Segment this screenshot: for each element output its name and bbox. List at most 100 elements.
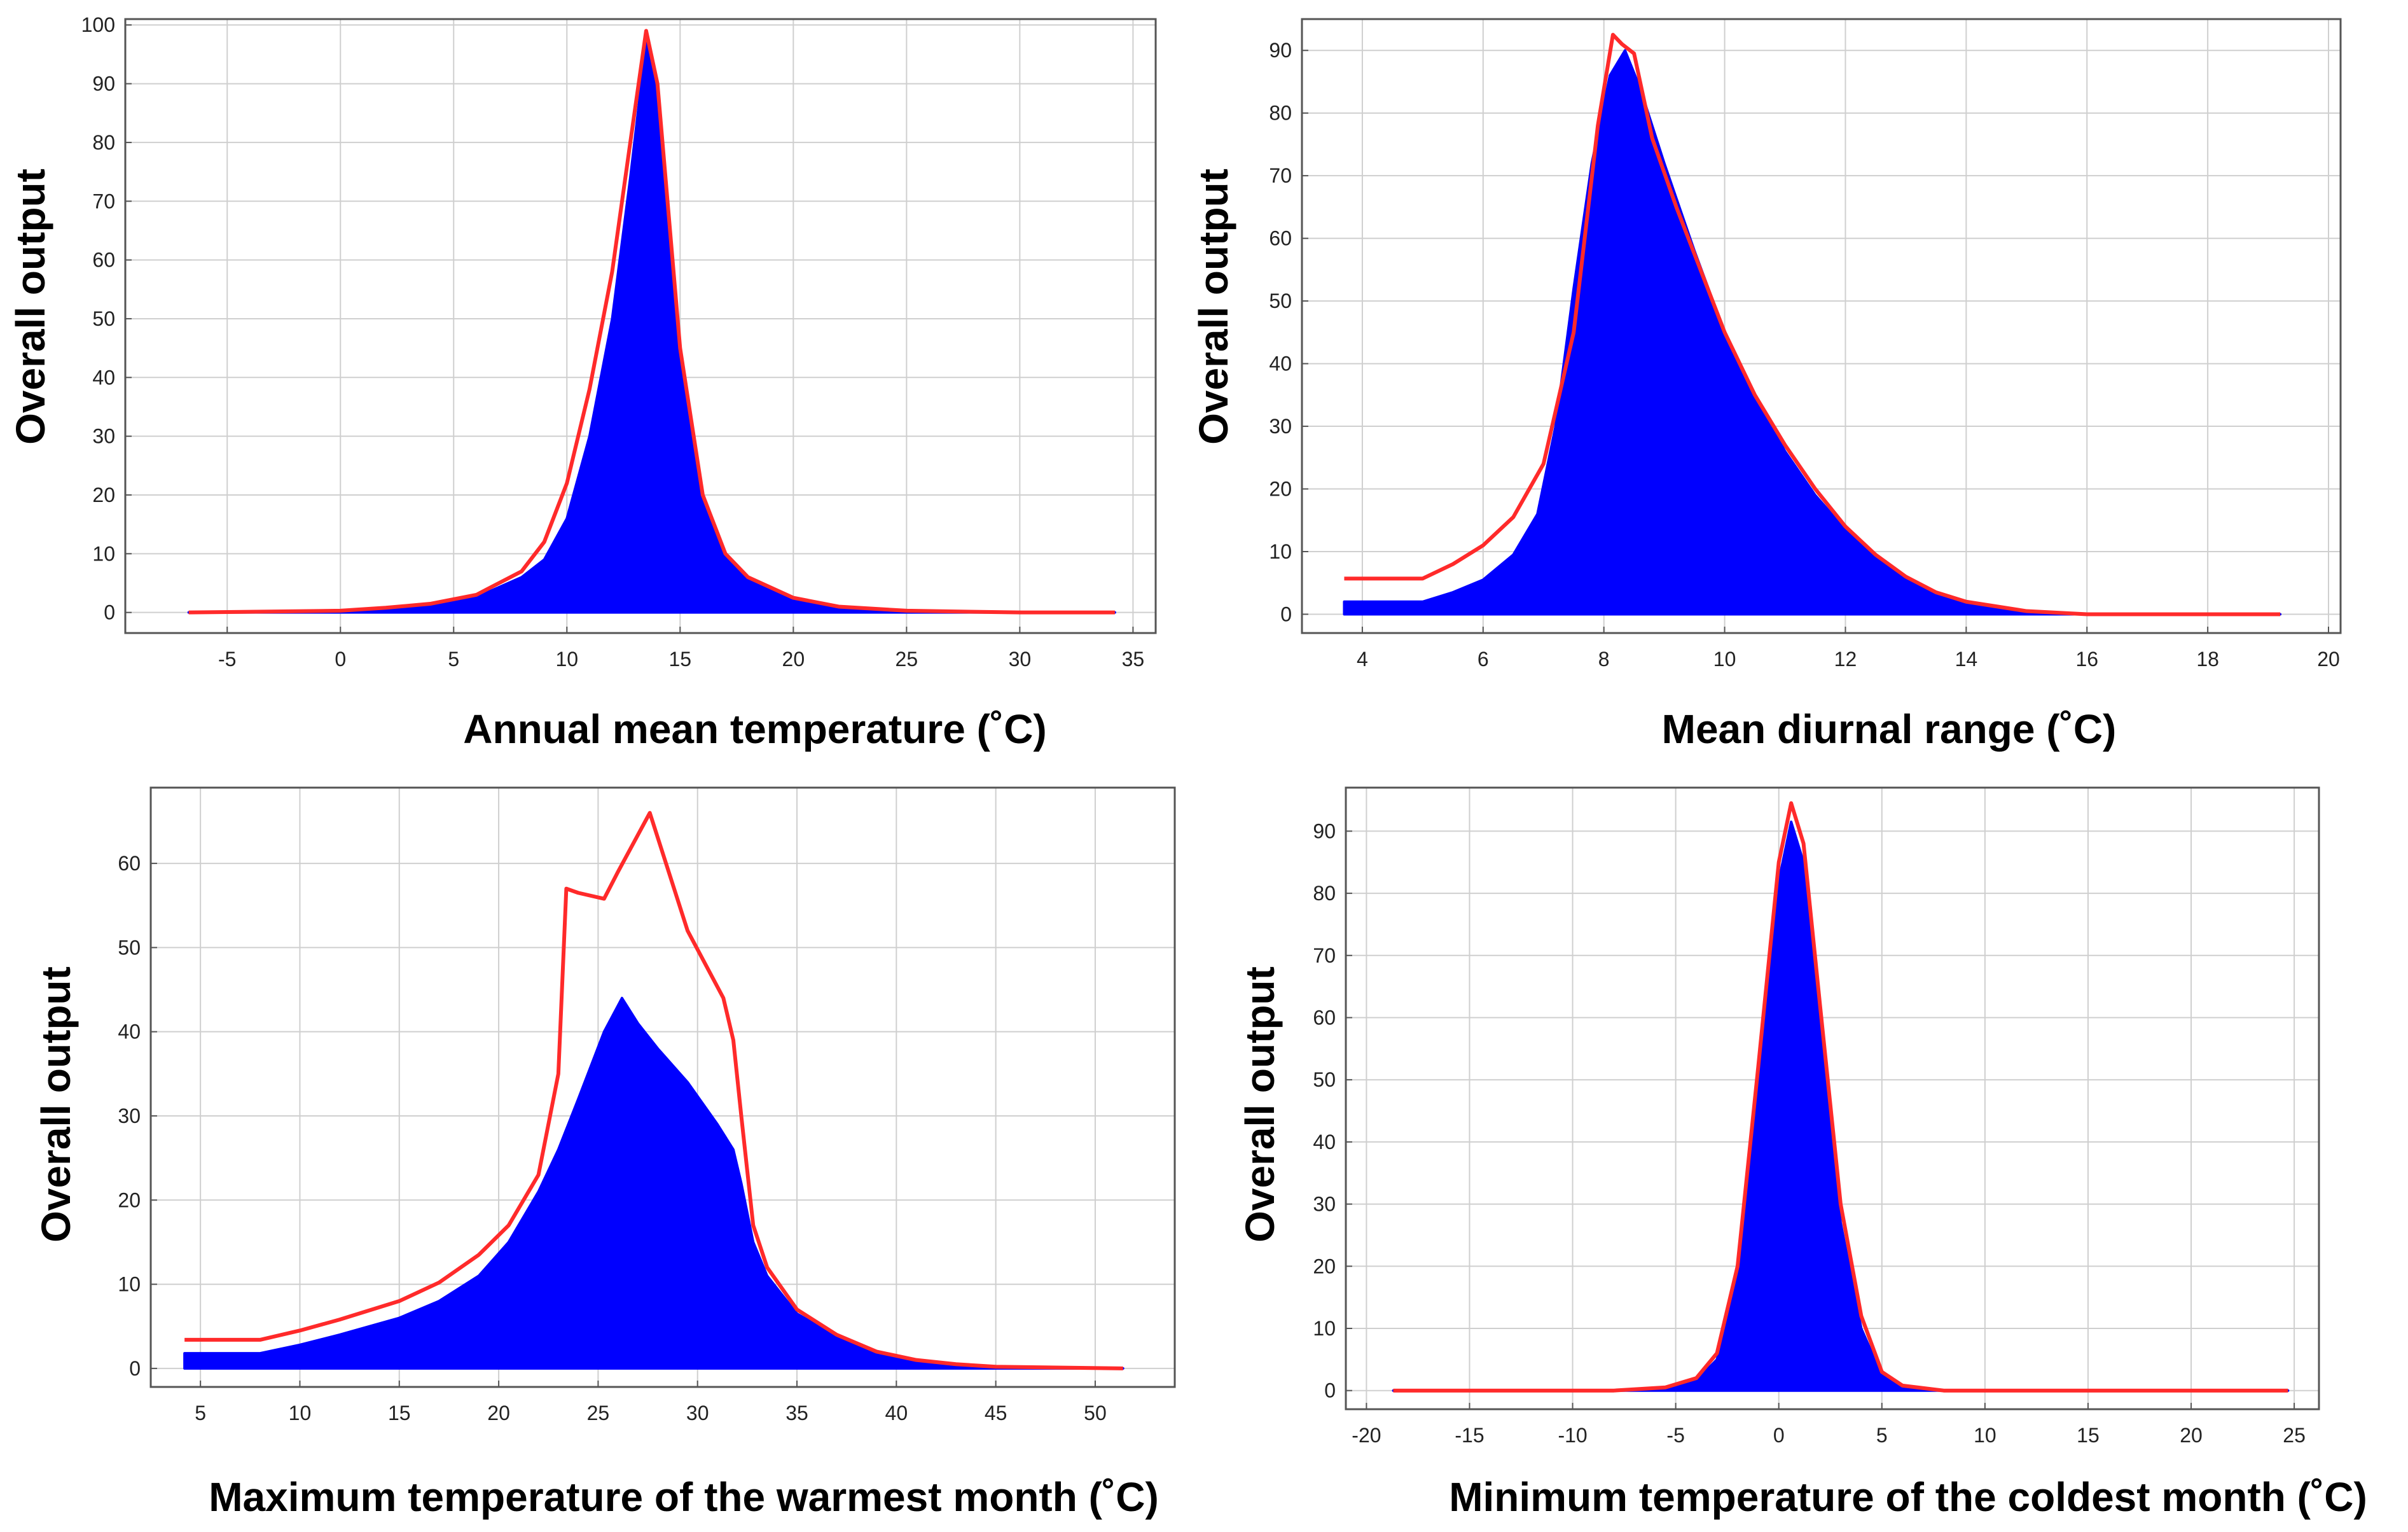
- y-tick-label: 90: [1313, 819, 1336, 842]
- x-tick-label: -5: [218, 648, 236, 671]
- series-upper-envelope-line: [188, 29, 1115, 615]
- y-tick-label: 30: [118, 1104, 141, 1127]
- y-tick-label: 10: [118, 1273, 141, 1296]
- x-axis-title: Mean diurnal range (˚C): [1662, 706, 2117, 752]
- plot-frame: [1345, 786, 2320, 1410]
- x-tick-label: 5: [448, 648, 459, 671]
- chart-panel-1: -5 0 5 10 15 20 25 30 35 0 10 20 30 40 50 60 70 80 90 100 An…: [8, 13, 1157, 752]
- plot-frame: [124, 18, 1157, 634]
- y-tick-label: 70: [92, 190, 115, 212]
- y-tick-label: 80: [92, 131, 115, 154]
- y-tick-label: 0: [129, 1357, 141, 1380]
- x-tick-label: 16: [2075, 648, 2098, 671]
- x-axis-title: Annual mean temperature (˚C): [463, 706, 1046, 752]
- x-tick-label: 12: [1834, 648, 1857, 671]
- y-tick-label: 0: [1280, 602, 1292, 625]
- x-tick-label: 25: [2283, 1424, 2306, 1447]
- y-tick-label: 0: [1324, 1379, 1336, 1402]
- x-tick-label: 30: [686, 1402, 709, 1424]
- y-tick-label: 10: [1269, 540, 1292, 563]
- chart-panel-4: -20 -15 -10 -5 0 5 10 15 20 25 0 10 20 30 40 50 60 70 80 90…: [1237, 786, 2367, 1520]
- x-tick-label: -20: [1352, 1424, 1381, 1447]
- y-tick-label: 30: [1313, 1193, 1336, 1216]
- y-tick-label: 70: [1269, 164, 1292, 187]
- y-tick-label: 30: [92, 425, 115, 448]
- y-tick-label: 0: [104, 601, 115, 624]
- x-tick-label: 35: [785, 1402, 808, 1424]
- x-tick-label: 18: [2196, 648, 2219, 671]
- plot-frame: [1301, 18, 2342, 634]
- x-tick-label: 5: [1876, 1424, 1888, 1447]
- y-tick-label: 30: [1269, 415, 1292, 438]
- y-tick-label: 20: [118, 1188, 141, 1211]
- x-axis-title: Maximum temperature of the warmest month…: [209, 1474, 1159, 1520]
- y-tick-label: 40: [92, 366, 115, 389]
- y-axis-title: Overall output: [33, 966, 79, 1243]
- series-upper-envelope-line: [1344, 32, 2281, 616]
- x-tick-label: 25: [896, 648, 918, 671]
- y-tick-label: 40: [1269, 352, 1292, 375]
- y-tick-label: 50: [118, 936, 141, 959]
- y-tick-label: 60: [92, 249, 115, 272]
- x-tick-label: -15: [1455, 1424, 1484, 1447]
- y-tick-label: 70: [1313, 944, 1336, 967]
- y-tick-label: 10: [92, 542, 115, 565]
- x-tick-label: 15: [388, 1402, 411, 1424]
- y-axis-title: Overall output: [1191, 169, 1236, 445]
- x-tick-label: 40: [885, 1402, 908, 1424]
- x-tick-label: 10: [555, 648, 578, 671]
- x-tick-label: 14: [1955, 648, 1978, 671]
- x-tick-label: 20: [2180, 1424, 2203, 1447]
- y-tick-label: 60: [118, 852, 141, 875]
- y-tick-label: 80: [1313, 882, 1336, 905]
- series-mean-response-area: [187, 41, 1116, 614]
- x-tick-label: -5: [1666, 1424, 1684, 1447]
- y-tick-label: 100: [81, 13, 115, 36]
- x-tick-label: -10: [1558, 1424, 1587, 1447]
- series-upper-envelope-line: [184, 811, 1123, 1370]
- x-tick-label: 50: [1084, 1402, 1107, 1424]
- y-tick-label: 90: [1269, 39, 1292, 62]
- y-tick-label: 40: [118, 1020, 141, 1043]
- x-tick-label: 10: [1713, 648, 1736, 671]
- x-tick-label: 25: [587, 1402, 610, 1424]
- x-tick-label: 30: [1009, 648, 1032, 671]
- chart-panel-3: 5 10 15 20 25 30 35 40 45 50 0 10 20 30 40 50 60 Maximum …: [33, 786, 1176, 1520]
- x-tick-label: 0: [1773, 1424, 1785, 1447]
- series-mean-response-area: [1343, 49, 2282, 616]
- x-tick-label: 6: [1477, 648, 1489, 671]
- y-tick-label: 20: [1269, 478, 1292, 501]
- y-axis-title: Overall output: [8, 169, 53, 445]
- chart-panel-2: 4 6 8 10 12 14 16 18 20 0 10 20 30 40 50 60 70 80 90 Mean d…: [1191, 18, 2342, 752]
- y-tick-label: 50: [1269, 289, 1292, 312]
- y-tick-label: 20: [1313, 1255, 1336, 1278]
- y-tick-label: 50: [92, 307, 115, 330]
- x-tick-label: 8: [1598, 648, 1610, 671]
- x-tick-label: 10: [289, 1402, 312, 1424]
- x-axis-title: Minimum temperature of the coldest month…: [1449, 1474, 2367, 1520]
- y-tick-label: 90: [92, 73, 115, 95]
- x-tick-label: 0: [335, 648, 346, 671]
- series-upper-envelope-line: [1393, 801, 2288, 1393]
- x-tick-label: 45: [985, 1402, 1007, 1424]
- x-tick-label: 20: [2317, 648, 2340, 671]
- y-tick-label: 60: [1313, 1006, 1336, 1029]
- x-tick-label: 5: [195, 1402, 206, 1424]
- x-tick-label: 35: [1122, 648, 1145, 671]
- x-tick-label: 4: [1357, 648, 1368, 671]
- x-tick-label: 15: [669, 648, 692, 671]
- x-tick-label: 10: [1974, 1424, 1996, 1447]
- series-mean-response-area: [1392, 820, 2290, 1392]
- y-axis-title: Overall output: [1237, 966, 1283, 1243]
- y-tick-label: 10: [1313, 1317, 1336, 1340]
- y-tick-label: 60: [1269, 227, 1292, 250]
- y-tick-label: 20: [92, 484, 115, 506]
- series-mean-response-area: [183, 996, 1124, 1370]
- y-tick-label: 40: [1313, 1131, 1336, 1153]
- y-tick-label: 80: [1269, 102, 1292, 125]
- y-tick-label: 50: [1313, 1068, 1336, 1091]
- plot-frame: [149, 786, 1176, 1388]
- x-tick-label: 15: [2077, 1424, 2100, 1447]
- x-tick-label: 20: [782, 648, 805, 671]
